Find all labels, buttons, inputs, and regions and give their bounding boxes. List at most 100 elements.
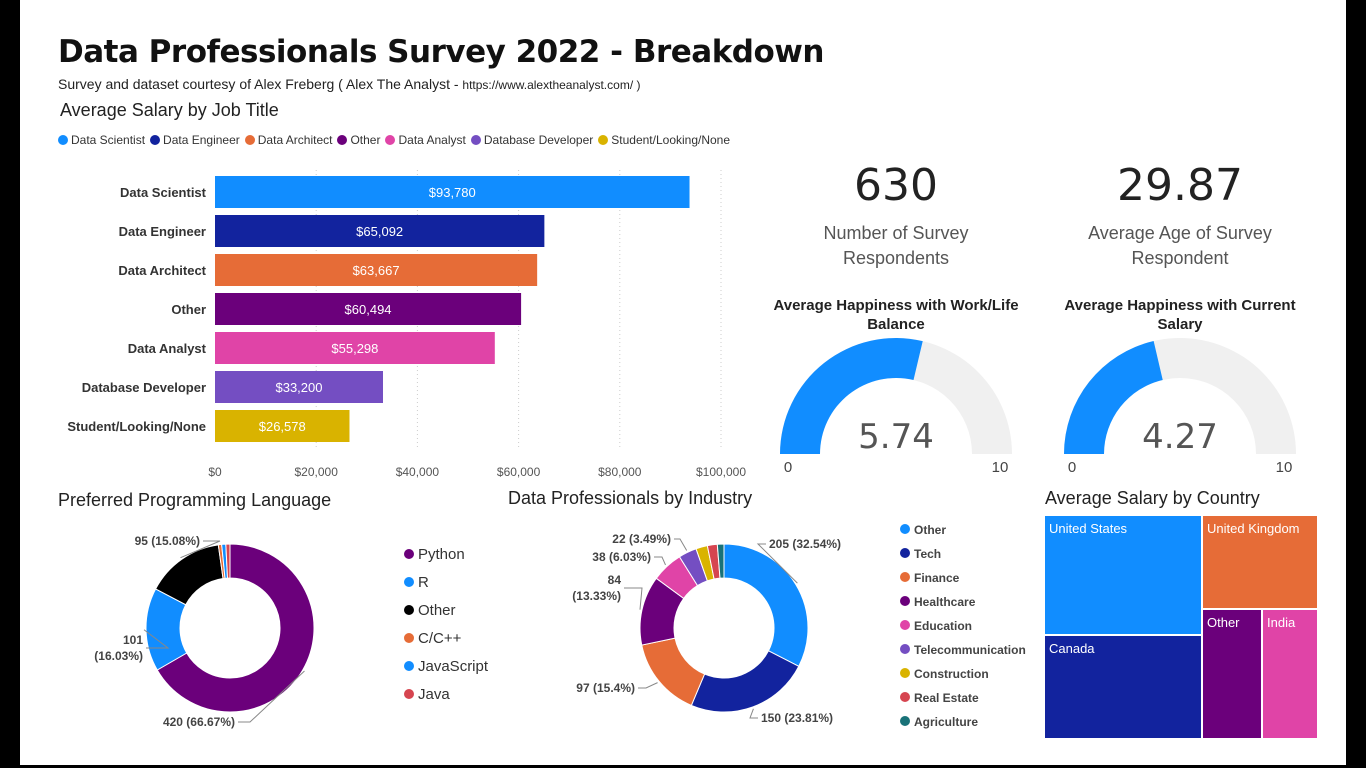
legend-item-data-engineer[interactable]: Data Engineer	[150, 133, 240, 147]
slice-agriculture[interactable]	[716, 543, 725, 579]
data-label: $63,667	[353, 263, 400, 278]
legend-item-data-scientist[interactable]: Data Scientist	[58, 133, 145, 147]
industry-donut: 205 (32.54%) 150 (23.81%) 97 (15.4%) 84 (13.…	[572, 532, 841, 725]
legend-label: Data Engineer	[163, 133, 240, 147]
gauge-max-label: 10	[1276, 459, 1293, 476]
salary-by-job-title-chart: $0 $20,000 $40,000 $60,000 $80,000 $100,000 Da…	[67, 170, 746, 479]
legend-item-data-architect[interactable]: Data Architect	[244, 133, 333, 147]
leader-line	[238, 670, 305, 723]
data-label: $60,494	[345, 302, 392, 317]
x-tick-label: $0	[208, 465, 222, 479]
legend-dot	[404, 605, 414, 615]
treemap-cell-label: Canada	[1049, 641, 1095, 656]
bar-data-analyst[interactable]	[215, 332, 495, 364]
treemap-cell-canada[interactable]: Canada	[1045, 636, 1203, 740]
gauge-fill[interactable]	[1064, 341, 1163, 454]
slice-data-label: 420 (66.67%)	[163, 715, 235, 729]
x-tick-label: $60,000	[497, 465, 541, 479]
legend-label: Other	[350, 133, 381, 147]
legend-label: Education	[914, 619, 973, 633]
bar-database-developer[interactable]	[215, 371, 383, 403]
bar-data-engineer[interactable]	[215, 215, 545, 247]
legend-dot	[900, 620, 910, 630]
legend-dot	[58, 135, 68, 145]
legend-dot	[337, 135, 348, 145]
leader-line	[143, 629, 170, 649]
slice-data-label: 97 (15.4%)	[576, 681, 635, 695]
legend-item-healthcare[interactable]: Healthcare	[900, 595, 1026, 619]
subtitle-link[interactable]: https://www.alextheanalyst.com/ )	[462, 78, 641, 92]
legend-item-other[interactable]: Other	[900, 523, 1026, 547]
legend-item-construction[interactable]: Construction	[900, 667, 1026, 691]
treemap-cell-united-kingdom[interactable]: United Kingdom	[1203, 516, 1319, 610]
legend-dot	[404, 661, 414, 671]
treemap-cell-india[interactable]: India	[1263, 610, 1319, 740]
slice-finance[interactable]	[641, 637, 706, 707]
leader-line	[638, 682, 658, 689]
legend-dot	[900, 524, 910, 534]
x-tick-label: $100,000	[696, 465, 746, 479]
legend-label: Database Developer	[483, 133, 594, 147]
legend-item-data-analyst[interactable]: Data Analyst	[385, 133, 466, 147]
legend-item-tech[interactable]: Tech	[900, 547, 1026, 571]
legend-label: Data Architect	[257, 133, 333, 147]
legend-item-python[interactable]: Python	[404, 546, 488, 574]
bar-other[interactable]	[215, 293, 522, 325]
slice-other[interactable]	[723, 543, 809, 667]
legend-dot	[470, 135, 481, 145]
legend-dot	[900, 668, 910, 678]
legend-label: R	[418, 574, 429, 591]
gauge-value: 5.74	[858, 417, 934, 457]
slice-python[interactable]	[156, 543, 315, 713]
leader-line	[749, 708, 758, 719]
slice-java[interactable]	[225, 543, 231, 579]
legend-item-database-developer[interactable]: Database Developer	[470, 133, 594, 147]
legend-label: JavaScript	[418, 658, 489, 675]
legend-dot	[150, 135, 161, 145]
legend-item-javascript[interactable]: JavaScript	[404, 658, 488, 686]
legend-item-other[interactable]: Other	[404, 602, 488, 630]
slice-data-label: 84 (13.33%)	[572, 573, 621, 603]
happiness-gauges: 5.74 0 10 4.27 0 10	[780, 338, 1296, 476]
legend-item-student-looking-none[interactable]: Student/Looking/None	[598, 133, 730, 147]
x-tick-label: $80,000	[598, 465, 642, 479]
programming-language-title: Preferred Programming Language	[58, 490, 332, 510]
legend-item-agriculture[interactable]: Agriculture	[900, 715, 1026, 739]
legend-dot	[900, 644, 910, 654]
gauge-min-label: 0	[1068, 459, 1076, 476]
legend-item-c-c[interactable]: C/C++	[404, 630, 488, 658]
legend-label: Data Analyst	[398, 133, 466, 147]
legend-item-real-estate[interactable]: Real Estate	[900, 691, 1026, 715]
programming-language-legend: Python R Other C/C++ JavaScript Java	[404, 546, 488, 714]
data-label: $65,092	[356, 224, 403, 239]
legend-item-r[interactable]: R	[404, 574, 488, 602]
legend-item-other[interactable]: Other	[337, 133, 380, 147]
legend-dot	[900, 548, 910, 558]
legend-label: C/C++	[418, 630, 462, 647]
industry-title: Data Professionals by Industry	[508, 488, 753, 508]
programming-language-donut: 420 (66.67%) 101 (16.03%) 95 (15.08%)	[94, 534, 315, 729]
data-label: $26,578	[259, 419, 306, 434]
treemap-cell-other[interactable]: Other	[1203, 610, 1263, 740]
leader-line	[756, 543, 798, 584]
slice-tech[interactable]	[690, 650, 800, 713]
legend-item-education[interactable]: Education	[900, 619, 1026, 643]
legend-item-java[interactable]: Java	[404, 686, 488, 714]
legend-label: Real Estate	[914, 691, 979, 705]
legend-item-telecommunication[interactable]: Telecommunication	[900, 643, 1026, 667]
legend-label: Healthcare	[914, 595, 976, 609]
treemap-cell-label: Other	[1207, 615, 1240, 630]
leader-line	[180, 540, 221, 559]
gauge-fill[interactable]	[780, 338, 923, 454]
bar-student-looking-none[interactable]	[215, 410, 350, 442]
treemap-cell-united-states[interactable]: United States	[1045, 516, 1203, 636]
bar-data-scientist[interactable]	[215, 176, 690, 208]
legend-item-finance[interactable]: Finance	[900, 571, 1026, 595]
legend-dot	[404, 577, 414, 587]
x-tick-label: $40,000	[396, 465, 440, 479]
data-label: $93,780	[429, 185, 476, 200]
bar-data-architect[interactable]	[215, 254, 538, 286]
category-label: Student/Looking/None	[67, 419, 206, 434]
legend-dot	[404, 633, 414, 643]
legend-dot	[900, 716, 910, 726]
